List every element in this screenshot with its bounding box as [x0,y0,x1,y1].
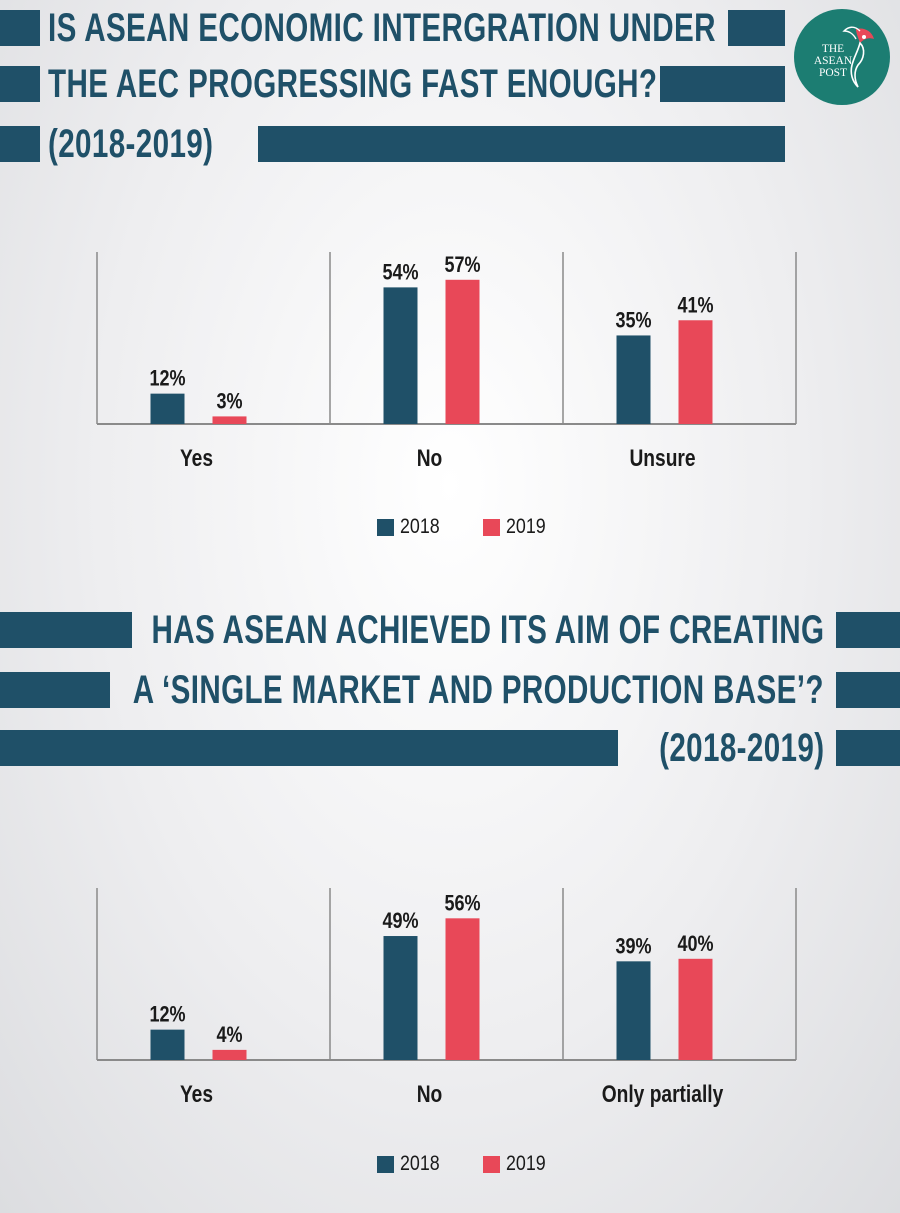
title-band [836,672,900,708]
bar-2019-only-partially [678,958,713,1060]
chart-1: 12% 3% Yes 54% 57% No 35% 41% Unsure 2018 2019 [0,0,900,560]
legend-swatch-2019 [482,1155,500,1173]
data-label: 39% [615,935,651,959]
chart-2: 12% 4% Yes 49% 56% No 39% 40% Only partially 201… [0,634,900,1194]
legend-label: 2019 [505,1152,546,1175]
bar-2018-no [383,287,418,424]
the-asean-post-logo: THE ASEAN POST [794,9,890,105]
title-band [0,126,40,162]
legend: 2018 2019 [377,515,588,539]
legend-item-2019: 2019 [482,515,553,539]
data-label: 35% [615,309,651,333]
category-label: No [417,1080,443,1108]
title-line: HAS ASEAN ACHIEVED ITS AIM OF CREATING [151,608,824,652]
title-band [836,730,900,766]
data-label: 3% [216,390,242,414]
bar-2018-yes [150,393,185,424]
title-band [0,612,132,648]
title-band [0,672,110,708]
legend-item-2019: 2019 [482,1152,553,1176]
data-label: 12% [149,367,185,391]
legend-label: 2019 [505,515,546,538]
legend: 2018 2019 [377,1152,588,1176]
bar-2019-yes [212,416,247,424]
data-label: 56% [444,892,480,916]
bar-2019-no [445,279,480,424]
logo-text: THE ASEAN POST [813,43,853,79]
bar-2018-yes [150,1029,185,1060]
data-label: 12% [149,1003,185,1027]
title-line: (2018-2019) [658,726,824,770]
legend-item-2018: 2018 [377,1152,447,1176]
bar-2018-no [383,936,418,1060]
title-band [836,612,900,648]
title-line: THE AEC PROGRESSING FAST ENOUGH? [48,62,658,106]
category-label: Unsure [629,444,695,472]
legend-item-2018: 2018 [377,515,447,539]
data-label: 41% [677,294,713,318]
bar-2019-no [445,918,480,1060]
title-line: (2018-2019) [48,122,214,166]
bar-2018-only-partially [616,961,651,1060]
category-label: No [417,444,443,472]
legend-label: 2018 [400,1152,440,1175]
legend-label: 2018 [400,515,440,538]
bar-2019-yes [212,1049,247,1060]
data-label: 57% [444,253,480,277]
legend-swatch-2018 [377,518,394,536]
bar-2019-unsure [678,320,713,424]
data-label: 40% [677,932,713,956]
category-label: Yes [180,1080,213,1108]
data-label: 4% [216,1023,242,1047]
chart-2-plot: 12% 4% Yes 49% 56% No 39% 40% Only partially [96,888,797,1108]
title-line: IS ASEAN ECONOMIC INTERGRATION UNDER [48,6,716,50]
chart-1-plot: 12% 3% Yes 54% 57% No 35% 41% Unsure [96,252,797,472]
title-band [728,10,785,46]
title-band [0,66,40,102]
legend-swatch-2019 [482,518,500,536]
category-label: Only partially [602,1080,724,1108]
data-label: 54% [382,261,418,285]
title-band [0,10,40,46]
category-label: Yes [180,444,213,472]
title-band [0,730,618,766]
bird-icon [842,26,874,88]
data-label: 49% [382,909,418,933]
bar-2018-unsure [616,335,651,424]
title-band [660,66,785,102]
title-line: A ‘SINGLE MARKET AND PRODUCTION BASE’? [132,668,824,712]
title-band [258,126,785,162]
legend-swatch-2018 [377,1155,394,1173]
